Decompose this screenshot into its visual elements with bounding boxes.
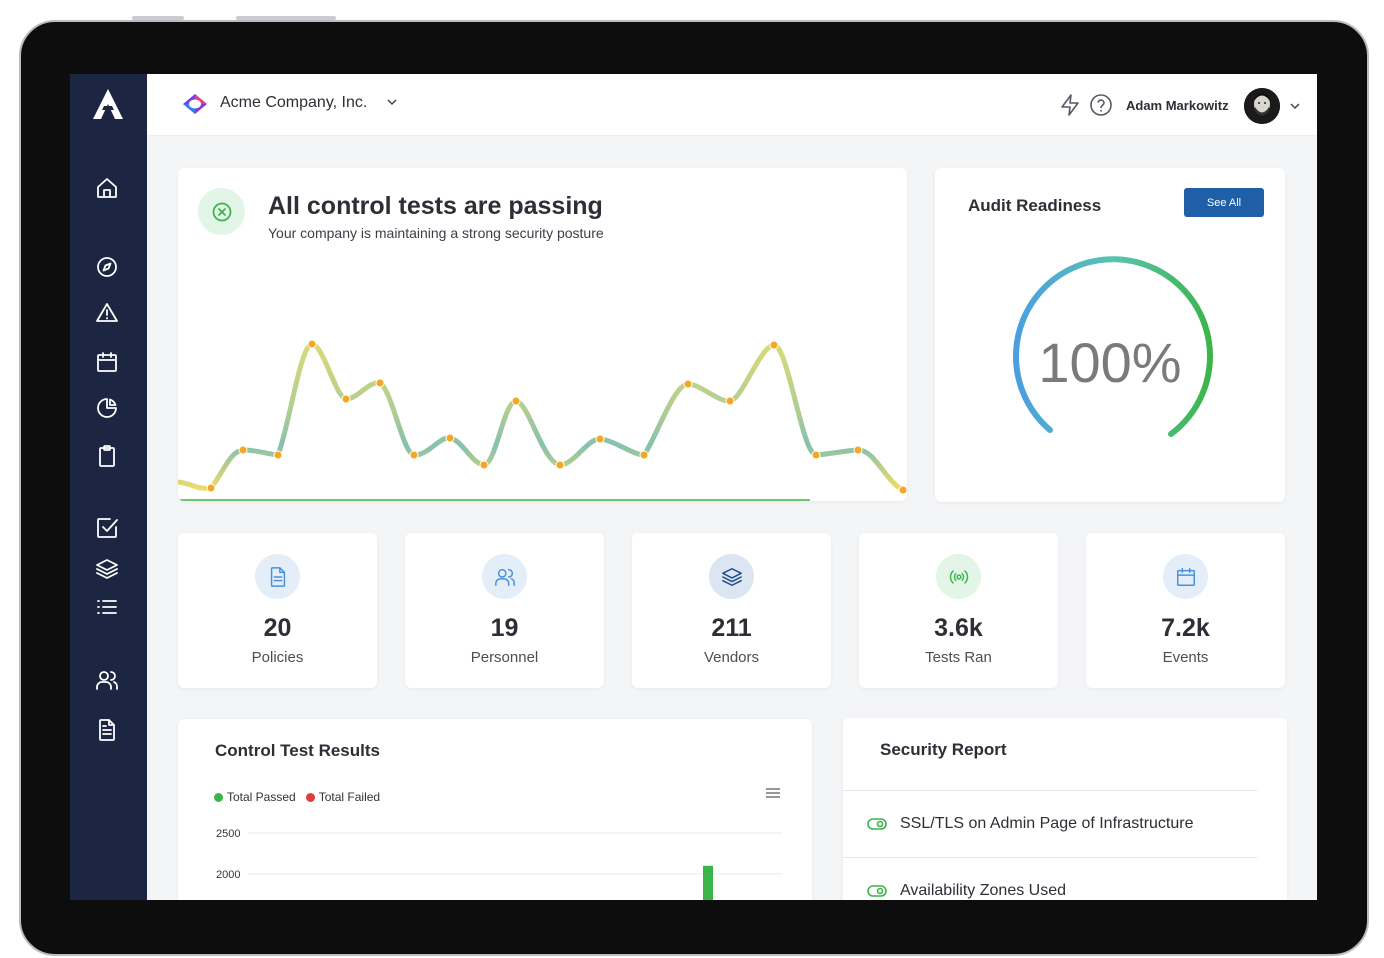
y-tick-label: 2000: [216, 869, 240, 881]
stat-label: Policies: [251, 649, 304, 666]
security-report-item-label: SSL/TLS on Admin Page of Infrastructure: [900, 815, 1194, 832]
legend-item-passed[interactable]: Total Passed: [214, 790, 296, 804]
list-icon[interactable]: [94, 594, 120, 620]
stat-label: Vendors: [703, 649, 760, 666]
status-subtitle: Your company is maintaining a strong sec…: [268, 225, 604, 241]
stat-card-tests-ran[interactable]: 3.6k Tests Ran: [859, 533, 1058, 688]
chart-menu-icon[interactable]: [764, 785, 782, 801]
stat-value: 20: [263, 614, 292, 642]
chevron-down-icon[interactable]: [1289, 100, 1301, 112]
legend-dot: [305, 792, 315, 802]
readiness-gauge: [1013, 256, 1213, 437]
stat-card-personnel[interactable]: 19 Personnel: [405, 533, 604, 688]
readiness-percent: 100%: [1038, 331, 1182, 394]
calendar-icon[interactable]: [94, 349, 120, 375]
users-icon[interactable]: [94, 667, 120, 693]
y-tick-label: 2500: [216, 828, 240, 840]
stat-label: Events: [1162, 649, 1209, 666]
document-icon: [255, 554, 300, 599]
see-all-button[interactable]: See All: [1184, 188, 1264, 217]
status-check-icon: [198, 188, 245, 235]
users-icon: [482, 554, 527, 599]
audit-title: Audit Readiness: [968, 196, 1102, 215]
control-test-bar-chart: 2500 2000: [216, 828, 782, 900]
stat-value: 211: [711, 614, 752, 642]
app-screen: Acme Company, Inc. Adam Markowitz: [70, 74, 1317, 900]
security-report-item[interactable]: SSL/TLS on Admin Page of Infrastructure: [867, 815, 1194, 833]
calendar-icon: [1163, 554, 1208, 599]
top-bar: Acme Company, Inc. Adam Markowitz: [147, 74, 1317, 136]
bar-total-passed[interactable]: [703, 865, 713, 900]
company-logo-icon: [181, 92, 209, 116]
security-report-item-label: Availability Zones Used: [900, 882, 1067, 899]
tablet-button-left: [132, 16, 184, 20]
help-icon[interactable]: [1089, 93, 1113, 117]
legend-dot: [214, 792, 223, 802]
chart-legend: Total Passed Total Failed: [214, 790, 380, 804]
clipboard-icon[interactable]: [94, 443, 120, 469]
layers-icon: [709, 554, 754, 599]
pie-chart-icon[interactable]: [94, 395, 120, 421]
activity-wave-chart: [178, 339, 907, 501]
stat-label: Tests Ran: [925, 649, 992, 666]
divider: [843, 790, 1257, 791]
broadcast-icon: [936, 554, 981, 599]
stat-card-vendors[interactable]: 211 Vendors: [632, 533, 831, 688]
stat-value: 19: [490, 614, 519, 642]
toggle-icon: [867, 818, 887, 830]
control-status-card: All control tests are passing Your compa…: [178, 168, 907, 501]
alert-triangle-icon[interactable]: [94, 300, 120, 326]
stat-value: 3.6k: [934, 614, 983, 642]
legend-label: Total Failed: [318, 790, 381, 804]
legend-label: Total Passed: [227, 790, 296, 804]
home-icon[interactable]: [94, 175, 120, 201]
security-report-card: Security Report SSL/TLS on Admin Page of…: [843, 718, 1287, 900]
audit-readiness-card: Audit Readiness See All 100%: [935, 168, 1285, 502]
stat-card-events[interactable]: 7.2k Events: [1086, 533, 1285, 688]
control-test-results-title: Control Test Results: [215, 741, 380, 760]
status-title: All control tests are passing: [268, 192, 603, 220]
sidebar: [70, 74, 147, 900]
security-report-item[interactable]: Availability Zones Used: [867, 882, 1066, 900]
lightning-icon[interactable]: [1058, 93, 1082, 117]
user-name[interactable]: Adam Markowitz: [1126, 98, 1229, 113]
avatar[interactable]: [1244, 88, 1280, 124]
stat-label: Personnel: [470, 649, 539, 666]
company-selector[interactable]: Acme Company, Inc.: [220, 94, 368, 111]
divider: [843, 857, 1257, 858]
check-square-icon[interactable]: [94, 515, 120, 541]
app-logo-icon[interactable]: [90, 86, 126, 122]
toggle-icon: [867, 885, 887, 897]
layers-icon[interactable]: [94, 556, 120, 582]
security-report-title: Security Report: [880, 740, 1007, 759]
control-test-results-card: Control Test Results Total Passed Total …: [178, 719, 812, 900]
document-icon[interactable]: [94, 717, 120, 743]
chevron-down-icon[interactable]: [386, 96, 398, 108]
stat-value: 7.2k: [1161, 614, 1210, 642]
compass-icon[interactable]: [94, 254, 120, 280]
tablet-button-right: [236, 16, 336, 20]
legend-item-failed[interactable]: Total Failed: [305, 790, 381, 804]
stat-card-policies[interactable]: 20 Policies: [178, 533, 377, 688]
